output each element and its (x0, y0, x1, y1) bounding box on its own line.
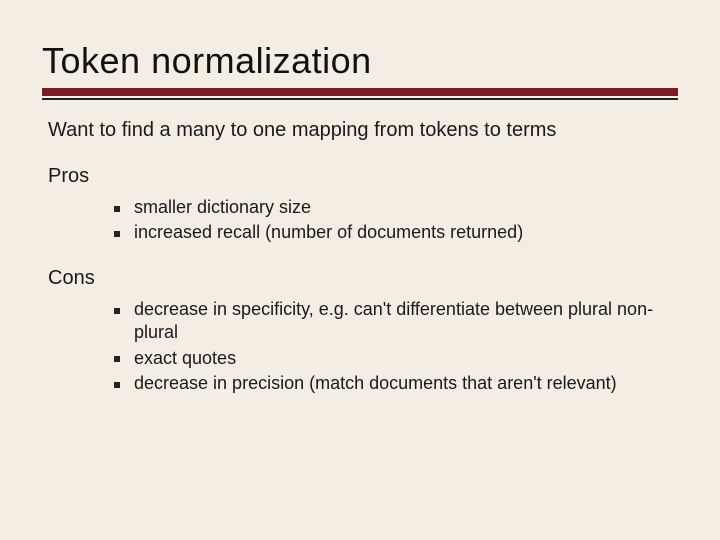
list-item: decrease in precision (match documents t… (114, 372, 668, 395)
slide-title: Token normalization (42, 40, 678, 82)
list-item: exact quotes (114, 347, 668, 370)
pros-list: smaller dictionary size increased recall… (42, 196, 678, 245)
slide: Token normalization Want to find a many … (0, 0, 720, 540)
list-item: decrease in specificity, e.g. can't diff… (114, 298, 668, 345)
list-item: smaller dictionary size (114, 196, 668, 219)
title-rule-thick (42, 88, 678, 96)
section-heading-pros: Pros (48, 165, 672, 188)
title-rule (42, 88, 678, 100)
title-rule-thin (42, 98, 678, 100)
section-heading-cons: Cons (48, 267, 672, 290)
cons-list: decrease in specificity, e.g. can't diff… (42, 298, 678, 396)
intro-text: Want to find a many to one mapping from … (48, 118, 672, 143)
list-item: increased recall (number of documents re… (114, 221, 668, 244)
